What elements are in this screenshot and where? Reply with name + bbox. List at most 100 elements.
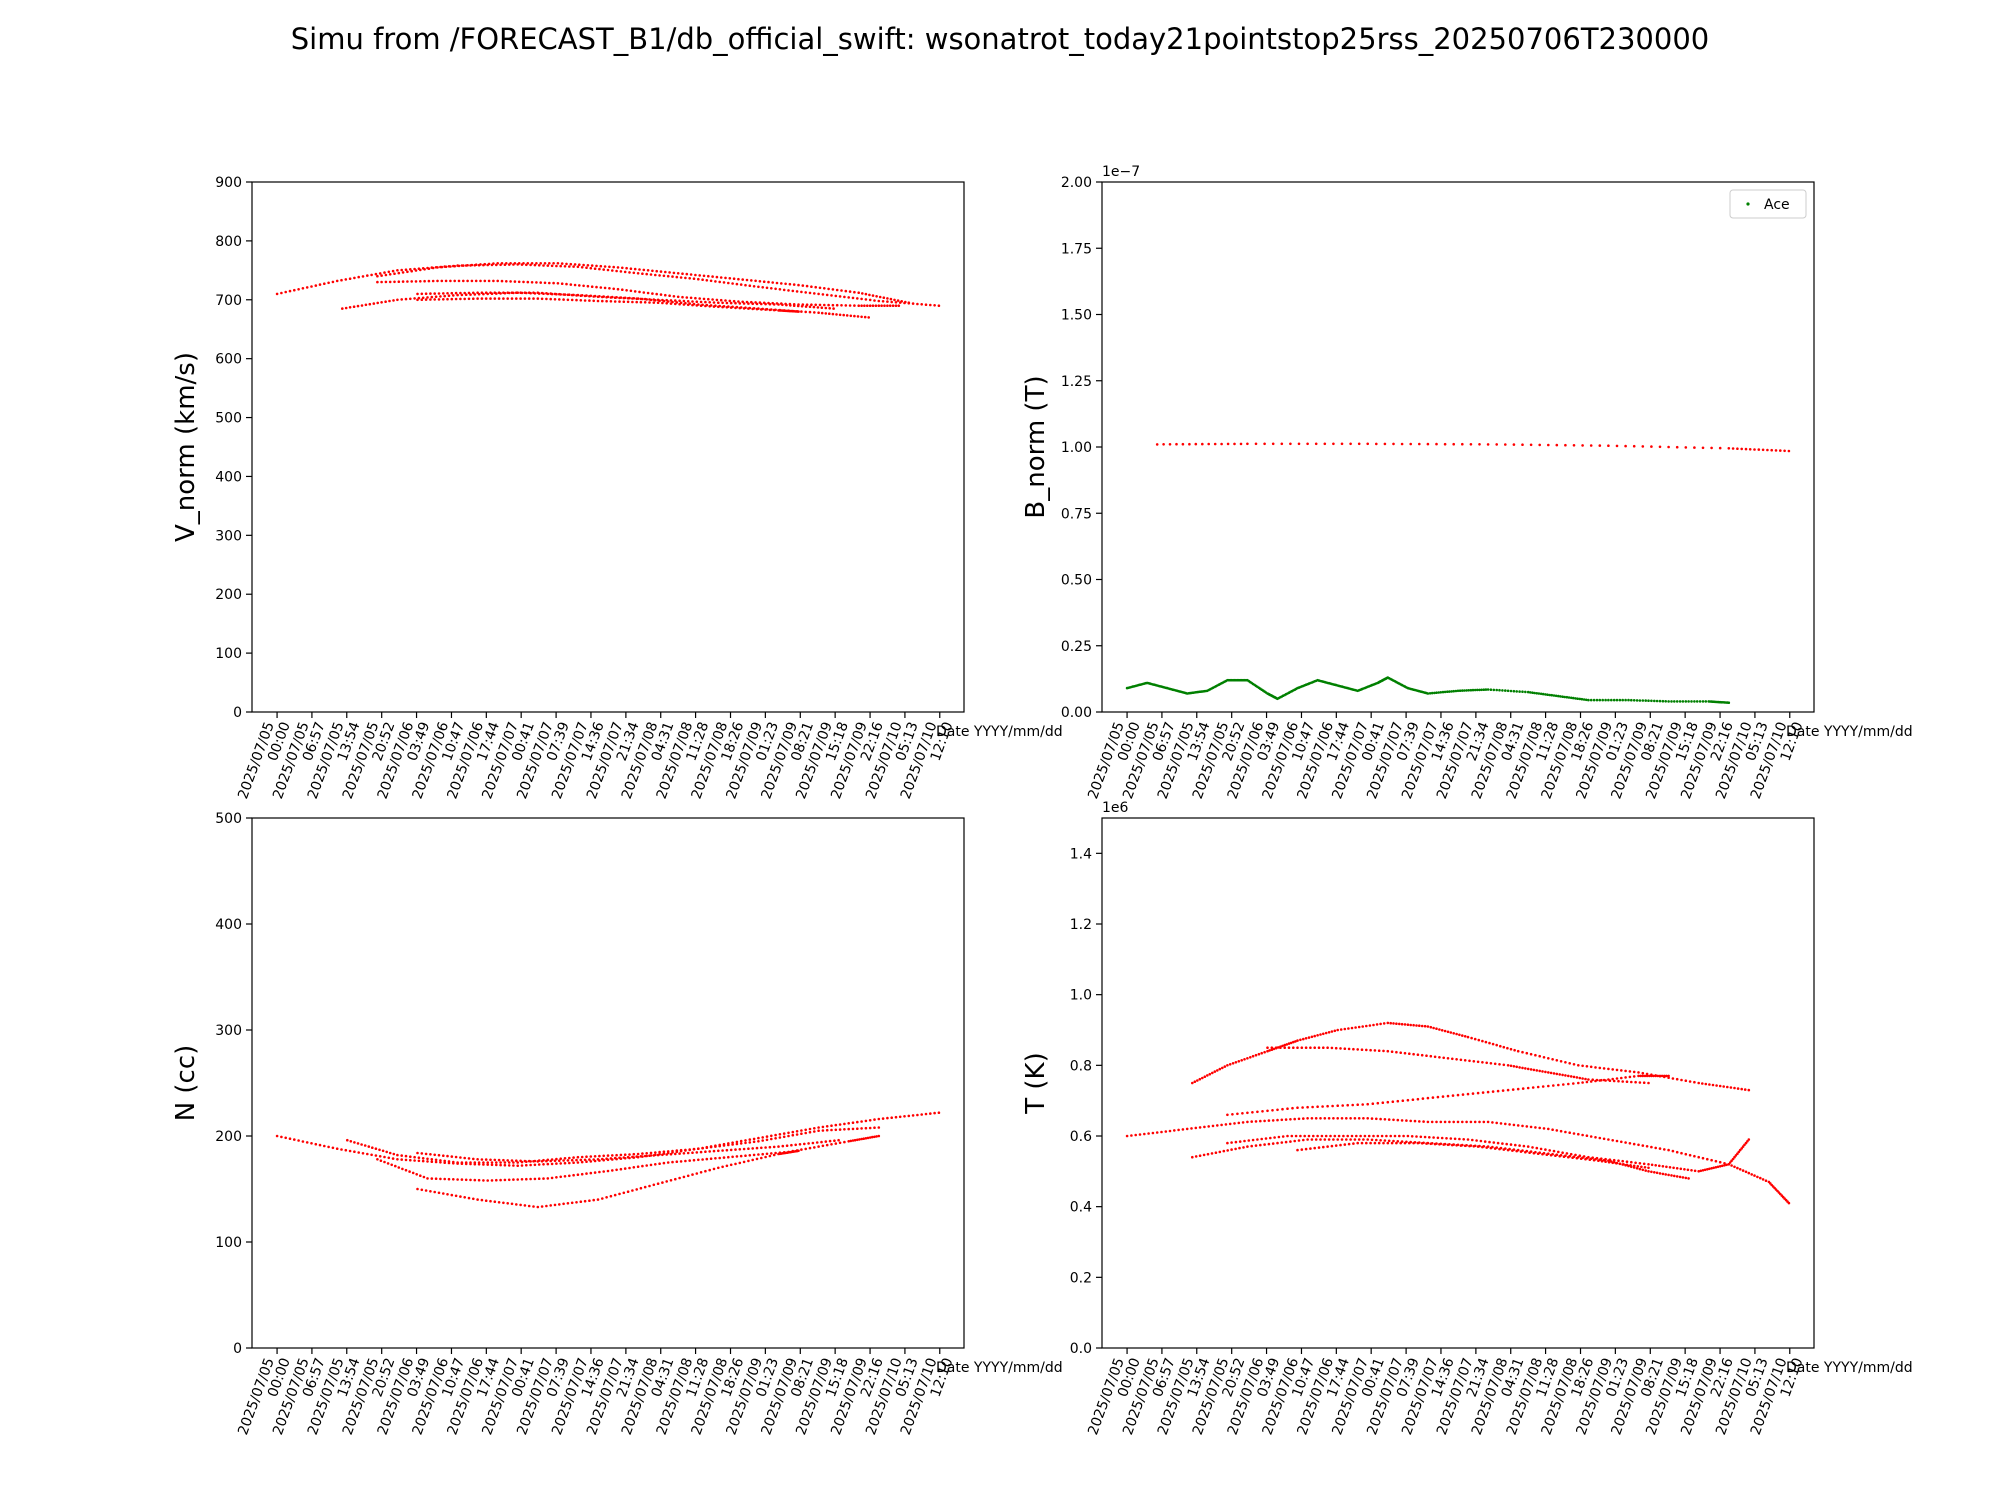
data-point-series-0 <box>739 1139 743 1143</box>
data-point-series-6 <box>1365 1141 1368 1145</box>
data-point-series-1 <box>1386 1049 1390 1053</box>
data-point-series-2 <box>1351 1103 1354 1107</box>
data-point-series-2 <box>532 1205 535 1208</box>
data-point-series-0 <box>1201 1076 1204 1080</box>
data-point-series-3 <box>834 1142 838 1145</box>
data-point-series-0 <box>1216 1069 1219 1072</box>
data-point-series-0 <box>787 289 790 292</box>
data-point-series-5 <box>545 292 548 295</box>
data-point-series-2 <box>513 280 517 283</box>
data-point-series-2 <box>646 291 650 295</box>
data-point-series-3 <box>671 1160 674 1164</box>
data-point-series-1 <box>1563 695 1566 699</box>
data-point-series-5 <box>789 304 792 307</box>
data-point-series-3 <box>1349 1117 1352 1120</box>
data-point-series-3 <box>858 1138 861 1141</box>
data-point-series-0 <box>396 269 399 272</box>
data-point-series-6 <box>1322 1145 1325 1149</box>
data-point-series-0 <box>1710 446 1713 450</box>
y-tick-label: 0.75 <box>1061 506 1092 522</box>
data-point-series-0 <box>1641 445 1645 448</box>
data-point-series-5 <box>446 292 449 295</box>
data-point-series-4 <box>1706 1168 1709 1171</box>
data-point-series-1 <box>1591 1078 1594 1081</box>
data-point-series-1 <box>569 262 573 266</box>
data-point-series-0 <box>843 1122 846 1126</box>
data-point-series-1 <box>1582 698 1586 701</box>
data-point-series-1 <box>664 270 667 274</box>
data-point-series-3 <box>550 1176 554 1180</box>
data-point-series-4 <box>1675 1167 1679 1170</box>
data-point-series-4 <box>755 1146 759 1150</box>
data-point-series-6 <box>1597 1159 1600 1162</box>
data-point-series-0 <box>808 1127 812 1131</box>
data-point-series-2 <box>414 280 418 283</box>
data-point-series-2 <box>652 1183 656 1187</box>
data-point-series-0 <box>782 288 786 292</box>
data-point-series-0 <box>1412 1023 1415 1027</box>
data-point-series-2 <box>1637 1074 1640 1078</box>
data-point-series-3 <box>813 1146 816 1149</box>
data-point-series-4 <box>811 1141 815 1145</box>
data-point-series-4 <box>1690 1169 1693 1172</box>
data-point-series-0 <box>288 289 292 293</box>
data-point-series-0 <box>331 1146 335 1150</box>
data-point-series-4 <box>502 297 505 300</box>
data-point-series-0 <box>284 1136 288 1140</box>
data-point-series-3 <box>1611 1139 1614 1142</box>
data-point-series-3 <box>409 297 412 301</box>
data-point-series-4 <box>734 1148 737 1151</box>
data-point-series-3 <box>348 306 352 309</box>
data-point-series-2 <box>672 295 676 298</box>
data-point-series-1 <box>698 274 701 277</box>
data-point-series-1 <box>509 262 512 265</box>
data-point-series-2 <box>1567 1082 1570 1086</box>
data-point-series-4 <box>618 1156 621 1160</box>
data-point-series-0 <box>503 1163 507 1167</box>
data-point-series-1 <box>1561 1073 1564 1077</box>
data-point-series-3 <box>456 293 459 297</box>
data-point-series-1 <box>1430 691 1434 695</box>
data-point-series-0 <box>555 264 558 268</box>
y-axis-label: N (cc) <box>171 1045 201 1122</box>
data-point-series-3 <box>1181 1128 1185 1131</box>
data-point-series-0 <box>1521 443 1524 447</box>
data-point-series-6 <box>1330 1144 1334 1148</box>
data-point-series-3 <box>1443 1120 1447 1124</box>
data-point-series-0 <box>357 275 361 279</box>
data-point-series-5 <box>708 301 711 304</box>
data-point-series-2 <box>566 1202 570 1205</box>
data-point-series-5 <box>613 296 617 300</box>
data-point-series-0 <box>585 1160 588 1163</box>
data-point-series-3 <box>372 302 376 305</box>
data-point-series-6 <box>1549 1153 1553 1157</box>
data-point-series-1 <box>430 1158 434 1161</box>
data-point-series-1 <box>1559 695 1562 698</box>
data-point-series-1 <box>1495 688 1498 692</box>
data-point-series-5 <box>429 292 432 295</box>
data-point-series-1 <box>719 276 723 279</box>
data-point-series-1 <box>397 271 401 275</box>
data-point-series-5 <box>1387 1139 1391 1143</box>
data-point-series-1 <box>1557 694 1560 698</box>
data-point-series-0 <box>825 1125 829 1128</box>
data-point-series-5 <box>781 303 784 307</box>
data-point-series-3 <box>813 311 816 314</box>
data-point-series-0 <box>1637 1071 1640 1074</box>
data-point-series-0 <box>1243 1058 1246 1061</box>
data-point-series-5 <box>742 302 746 305</box>
data-point-series-4 <box>1740 1147 1743 1150</box>
data-point-series-3 <box>821 1144 825 1148</box>
data-point-series-5 <box>639 297 643 301</box>
data-point-series-3 <box>452 1178 455 1181</box>
data-point-series-1 <box>606 1154 610 1157</box>
data-point-series-0 <box>1753 448 1756 451</box>
data-point-series-5 <box>527 291 531 295</box>
data-point-series-1 <box>378 1148 381 1152</box>
data-point-series-3 <box>770 1152 773 1155</box>
data-point-series-3 <box>1759 1176 1762 1180</box>
data-point-series-2 <box>410 280 414 283</box>
data-point-series-0 <box>404 268 408 272</box>
data-point-series-1 <box>560 262 564 265</box>
data-point-series-4 <box>1539 1147 1543 1151</box>
